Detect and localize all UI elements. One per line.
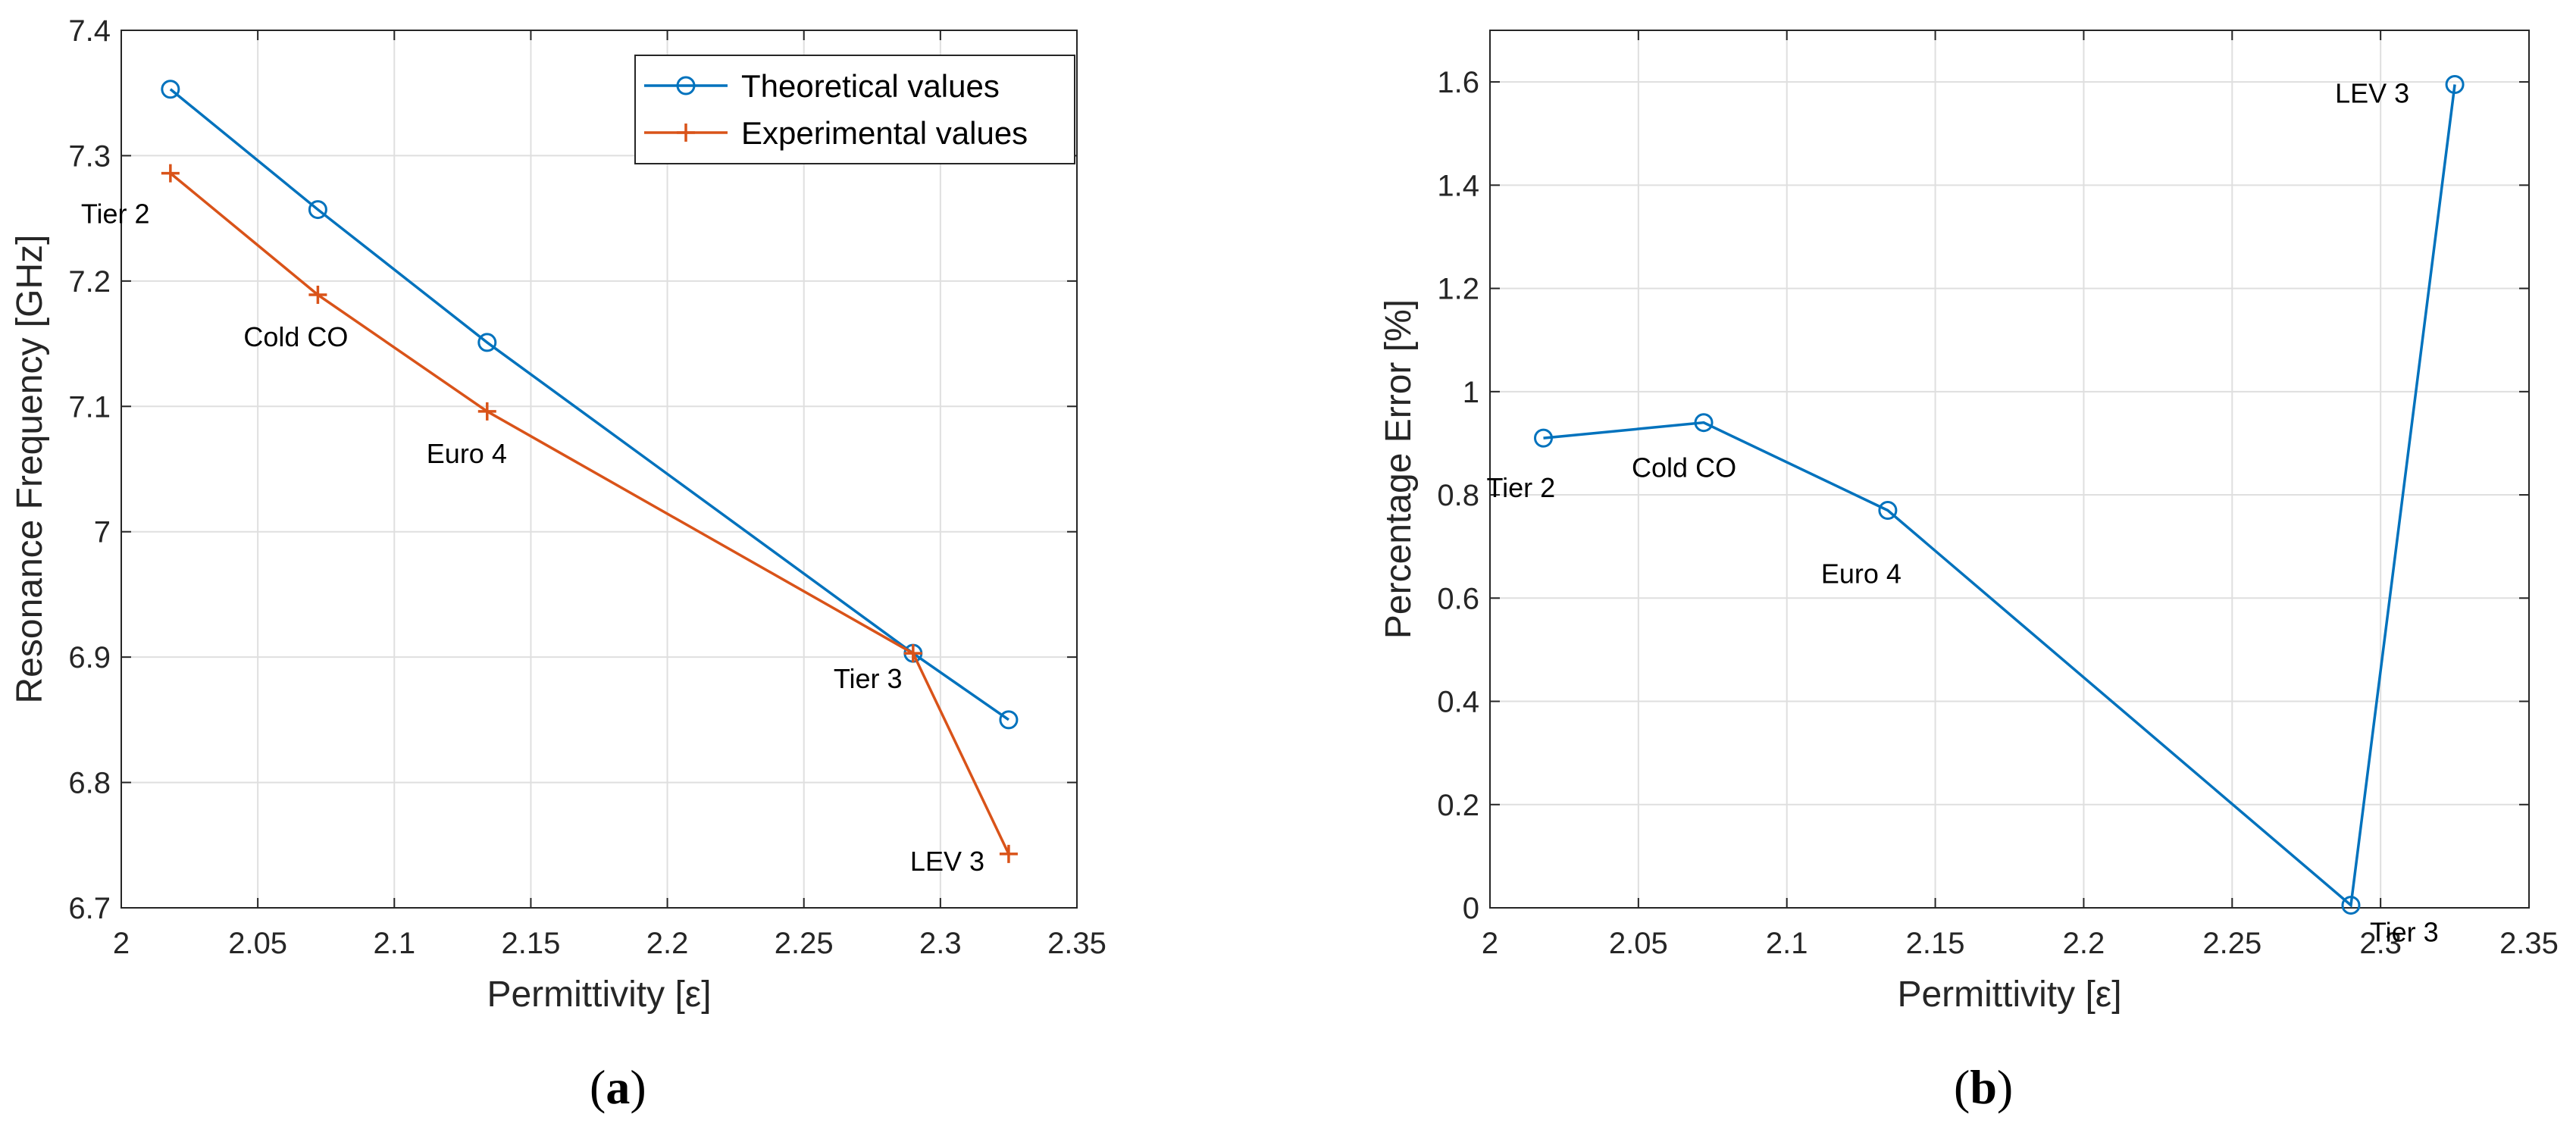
pa-yaxis-label: Resonance Frequency [GHz] (10, 235, 50, 704)
pa-ytick-label: 6.9 (68, 641, 111, 674)
pb-axes-frame (1489, 30, 2530, 909)
panel-a-chart: 2 2.05 2.1 2.15 2.2 2.25 2.3 2.35 6.7 6.8 6.9 7 7.1 7… (10, 14, 1106, 1015)
caption-a: (a) (590, 1059, 646, 1115)
pa-ytick-label: 7.1 (68, 390, 111, 424)
pb-ytick-label: 0 (1463, 892, 1479, 925)
pa-series-0-point (308, 200, 327, 220)
pb-xtick-label: 2.15 (1906, 927, 1965, 960)
pb-annotation-label: Tier 2 (1487, 472, 1556, 503)
pa-series-1-point (161, 164, 180, 183)
pb-series-line-0 (1543, 84, 2456, 909)
pa-xtick-label: 2.3 (919, 927, 962, 960)
pa-ytick-label: 7.4 (68, 14, 111, 48)
pb-ytick-label: 1.2 (1437, 273, 1479, 306)
pb-xtick-label: 2.2 (2063, 927, 2105, 960)
pa-annotation-label: Tier 2 (81, 199, 150, 230)
pb-xtick-label: 2.35 (2499, 927, 2559, 960)
pa-ytick-label: 6.8 (68, 767, 111, 800)
caption-a-open: ( (590, 1060, 606, 1114)
pa-annotation-label: Euro 4 (427, 438, 507, 469)
pb-xtick-label: 2.3 (2359, 927, 2402, 960)
caption-b-open: ( (1954, 1060, 1970, 1114)
pa-xaxis-label: Permittivity [ε] (487, 975, 711, 1015)
pa-series-0-point (161, 80, 180, 99)
pa-series-0-point (477, 333, 497, 352)
pa-ytick-label: 7.3 (68, 139, 111, 173)
pb-xaxis-label: Permittivity [ε] (1897, 975, 2121, 1015)
pa-legend-marker-1 (677, 124, 695, 142)
pa-series-line-0 (169, 88, 1009, 721)
caption-a-close: ) (630, 1060, 646, 1114)
caption-b-letter: b (1970, 1060, 1997, 1114)
pb-xtick-label: 2 (1482, 927, 1498, 960)
pa-legend-label-1: Experimental values (741, 115, 1028, 151)
pa-xtick-label: 2 (113, 927, 130, 960)
pa-annotation-label: Tier 3 (834, 663, 903, 694)
pb-ytick-label: 1 (1463, 376, 1479, 409)
pa-series-1-point (477, 402, 496, 421)
caption-b: (b) (1954, 1059, 2013, 1115)
pa-series-1-point (903, 644, 922, 663)
pa-xtick-label: 2.25 (775, 927, 834, 960)
pa-annotation-label: LEV 3 (910, 846, 984, 877)
caption-b-close: ) (1996, 1060, 2014, 1114)
pa-legend-marker-0 (676, 76, 696, 95)
pb-ytick-label: 1.6 (1437, 66, 1479, 99)
pb-series-0-point (1694, 413, 1714, 433)
pb-ytick-label: 1.4 (1437, 169, 1479, 202)
pb-series-0-point (2445, 75, 2465, 95)
pa-xtick-label: 2.2 (646, 927, 689, 960)
pa-plot-area (121, 30, 1077, 908)
pb-annotation-label: LEV 3 (2335, 78, 2409, 109)
pa-ytick-label: 7 (94, 516, 111, 549)
pa-series-0-point (999, 710, 1019, 730)
pb-series-0-point (2341, 896, 2361, 915)
pa-series-1-point (999, 844, 1018, 863)
pa-legend-box (634, 55, 1075, 164)
pb-xtick-label: 2.25 (2202, 927, 2261, 960)
pa-legend-label-0: Theoretical values (741, 68, 1000, 104)
pb-ytick-label: 0.8 (1437, 479, 1479, 512)
pa-series-1-point (308, 286, 327, 305)
pa-ytick-label: 7.2 (68, 265, 111, 299)
pb-plot-area (1490, 30, 2529, 908)
caption-a-letter: a (606, 1060, 631, 1114)
pb-ytick-label: 0.2 (1437, 789, 1479, 822)
pb-ytick-label: 0.4 (1437, 686, 1479, 719)
pb-series-0-point (1534, 428, 1554, 448)
pa-ytick-label: 6.7 (68, 892, 111, 925)
pa-xtick-label: 2.05 (228, 927, 287, 960)
pa-xtick-label: 2.15 (501, 927, 560, 960)
pa-xtick-label: 2.35 (1047, 927, 1106, 960)
pb-annotation-label: Cold CO (1632, 452, 1736, 483)
pb-annotation-label: Euro 4 (1821, 558, 1901, 589)
pb-series-0-point (1878, 500, 1898, 520)
pb-ytick-label: 0.6 (1437, 582, 1479, 615)
pa-annotation-label: Cold CO (243, 321, 348, 352)
panel-b-chart: 2 2.05 2.1 2.15 2.2 2.25 2.3 2.35 0 0.2 0.4 0.6 0.8 1… (1379, 30, 2559, 1015)
pb-xtick-label: 2.1 (1766, 927, 1808, 960)
pb-annotation-label: Tier 3 (2370, 917, 2439, 948)
pa-xtick-label: 2.1 (373, 927, 415, 960)
pb-xtick-label: 2.05 (1609, 927, 1668, 960)
pb-yaxis-label: Percentage Error [%] (1379, 299, 1419, 639)
pa-axes-frame (121, 30, 1078, 909)
